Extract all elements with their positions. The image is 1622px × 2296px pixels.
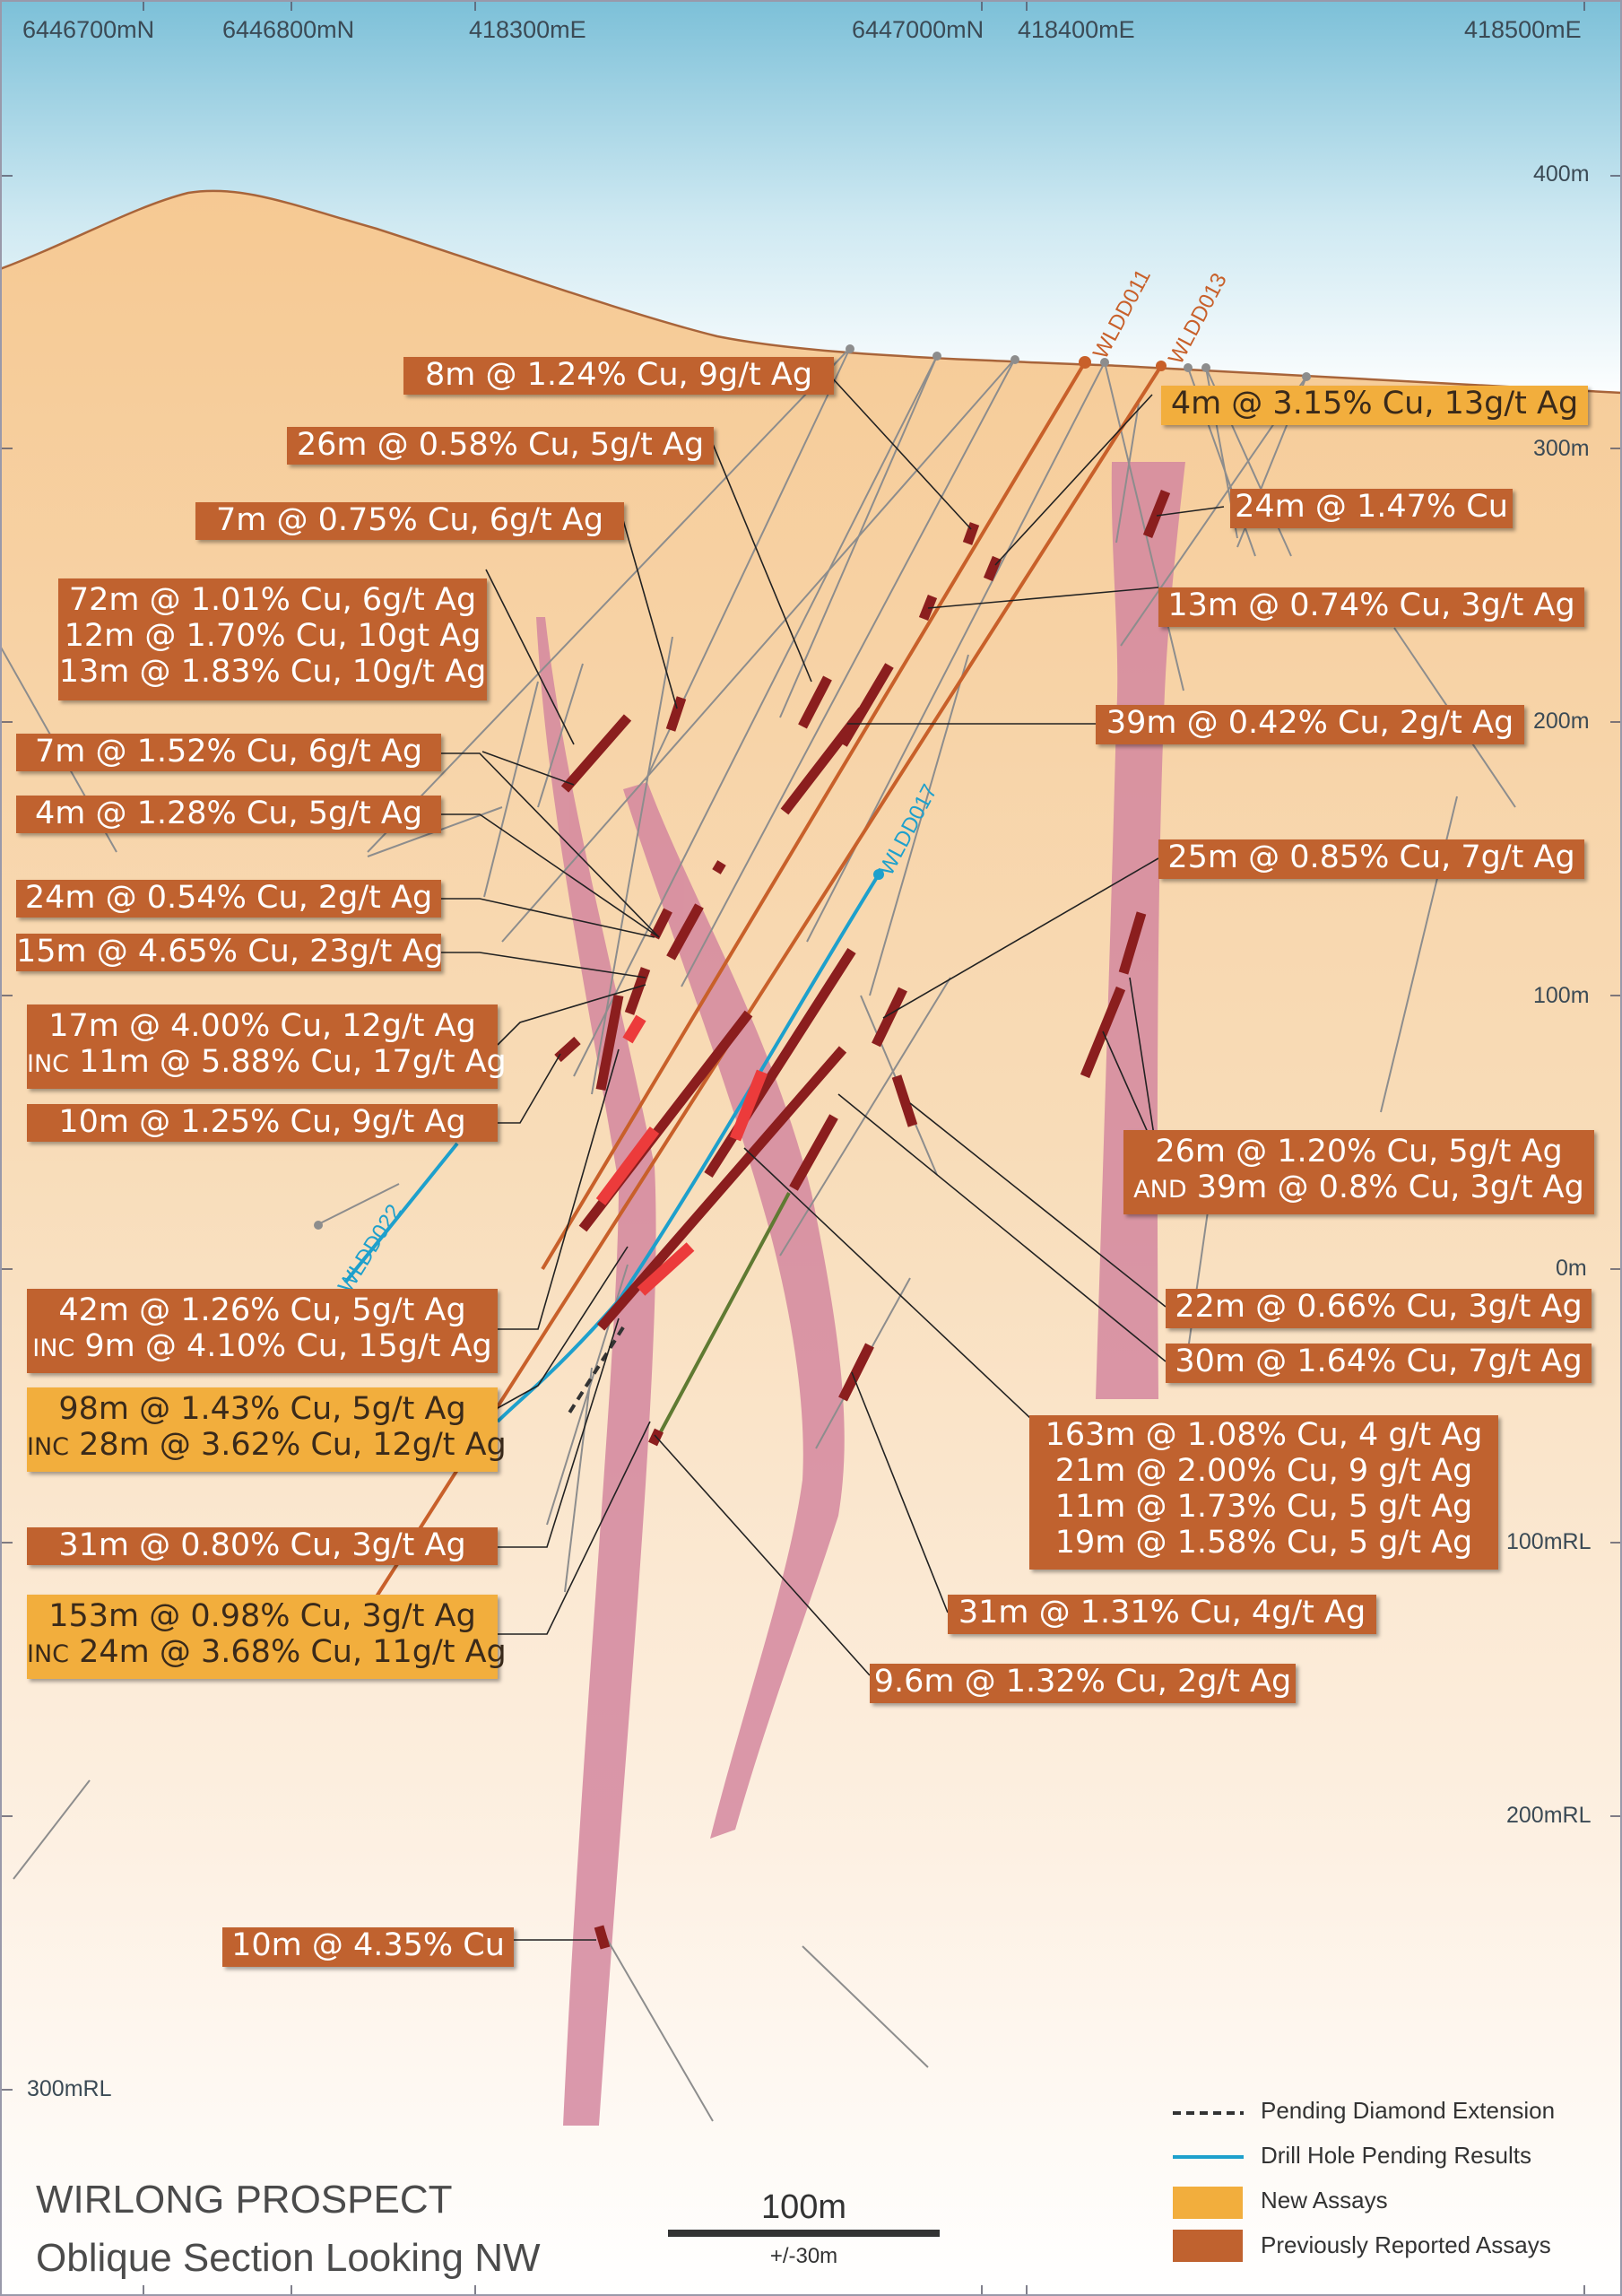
intercepts — [554, 489, 1171, 1950]
assay-line: 42m @ 1.26% Cu, 5g/t Ag — [58, 1292, 466, 1328]
assay-label: 10m @ 1.25% Cu, 9g/t Ag — [27, 1104, 498, 1142]
assay-label: 8m @ 1.24% Cu, 9g/t Ag — [403, 357, 834, 395]
assay-label: 30m @ 1.64% Cu, 7g/t Ag — [1166, 1344, 1592, 1383]
assay-line: INC 28m @ 3.62% Cu, 12g/t Ag — [27, 1427, 507, 1465]
section-subtitle: Oblique Section Looking NW — [36, 2236, 541, 2280]
green-trace — [657, 1192, 791, 1436]
scale-bar-sublabel: +/-30m — [769, 2244, 838, 2268]
inc-prefix: INC — [27, 1050, 70, 1078]
lode-west — [536, 617, 656, 2126]
legend-pending-results: Drill Hole Pending Results — [1261, 2142, 1532, 2169]
assay-label: 31m @ 0.80% Cu, 3g/t Ag — [27, 1527, 498, 1565]
new-assay-label-multi: 153m @ 0.98% Cu, 3g/t Ag INC 24m @ 3.68%… — [27, 1595, 507, 1679]
assay-line: 19m @ 1.58% Cu, 5 g/t Ag — [1054, 1525, 1473, 1561]
assay-label: 31m @ 1.31% Cu, 4g/t Ag — [948, 1595, 1376, 1634]
axis-label-right-4: 100m — [1533, 983, 1590, 1008]
assay-line: 11m @ 1.73% Cu, 5 g/t Ag — [1054, 1489, 1473, 1525]
assay-line: 26m @ 1.20% Cu, 5g/t Ag — [1155, 1134, 1563, 1170]
assay-label: 24m @ 0.54% Cu, 2g/t Ag — [16, 880, 441, 918]
assay-line: 12m @ 1.70% Cu, 10gt Ag — [64, 618, 481, 654]
assay-inc: 28m @ 3.62% Cu, 12g/t Ag — [69, 1427, 507, 1463]
high-grade-intercepts — [595, 1014, 768, 1296]
assay-label-multi: 42m @ 1.26% Cu, 5g/t Ag INC 9m @ 4.10% C… — [27, 1289, 498, 1373]
assay-line: 72m @ 1.01% Cu, 6g/t Ag — [68, 582, 477, 618]
axis-label-top-3: 418300mE — [469, 16, 586, 43]
inc-prefix: INC — [27, 1433, 70, 1461]
assay-inc: 11m @ 5.88% Cu, 17g/t Ag — [69, 1044, 507, 1080]
new-assay-label: 4m @ 3.15% Cu, 13g/t Ag — [1161, 386, 1588, 425]
leader-lines — [439, 374, 1225, 1941]
assay-inc: 24m @ 3.68% Cu, 11g/t Ag — [69, 1634, 507, 1670]
assay-label-multi: 26m @ 1.20% Cu, 5g/t Ag AND 39m @ 0.8% C… — [1123, 1130, 1594, 1214]
assay-label: 25m @ 0.85% Cu, 7g/t Ag — [1158, 839, 1584, 879]
pending-extension — [565, 1326, 625, 1419]
assay-label: 13m @ 0.74% Cu, 3g/t Ag — [1158, 587, 1584, 627]
assay-line: INC 24m @ 3.68% Cu, 11g/t Ag — [27, 1634, 507, 1673]
and-prefix: AND — [1133, 1176, 1187, 1204]
named-drill-holes — [375, 361, 1163, 1598]
assay-label: 22m @ 0.66% Cu, 3g/t Ag — [1166, 1289, 1592, 1328]
axis-label-right-1: 400m — [1533, 161, 1590, 187]
pending-hole-wldd022 — [343, 1142, 459, 1284]
lode-middle — [623, 782, 845, 1839]
assay-line: 13m @ 1.83% Cu, 10g/t Ag — [58, 654, 487, 690]
assay-label: 7m @ 0.75% Cu, 6g/t Ag — [195, 502, 624, 540]
axis-label-right-7: 200mRL — [1506, 1803, 1592, 1828]
legend-new-assays: New Assays — [1261, 2187, 1388, 2213]
assay-and: 39m @ 0.8% Cu, 3g/t Ag — [1186, 1170, 1584, 1205]
axis-label-left-1: 300mRL — [27, 2076, 112, 2101]
axis-label-right-5: 0m — [1556, 1256, 1587, 1281]
assay-label-multi: 163m @ 1.08% Cu, 4 g/t Ag 21m @ 2.00% Cu… — [1029, 1415, 1498, 1570]
topography-line — [0, 189, 1622, 395]
assay-line: AND 39m @ 0.8% Cu, 3g/t Ag — [1123, 1170, 1594, 1208]
inc-prefix: INC — [27, 1640, 70, 1668]
assay-label: 15m @ 4.65% Cu, 23g/t Ag — [16, 934, 444, 971]
axis-label-right-6: 100mRL — [1506, 1529, 1592, 1554]
assay-line: 98m @ 1.43% Cu, 5g/t Ag — [58, 1391, 466, 1427]
assay-label: 39m @ 0.42% Cu, 2g/t Ag — [1096, 705, 1524, 744]
scale-bar-label: 100m — [760, 2188, 847, 2226]
assay-label: 4m @ 1.28% Cu, 5g/t Ag — [16, 796, 441, 833]
assay-line: 21m @ 2.00% Cu, 9 g/t Ag — [1054, 1453, 1473, 1489]
axis-label-top-6: 418500mE — [1464, 16, 1582, 43]
assay-label-multi: 72m @ 1.01% Cu, 6g/t Ag 12m @ 1.70% Cu, … — [58, 578, 487, 700]
collar-wldd011 — [1079, 356, 1091, 369]
collars — [314, 344, 1311, 1230]
assay-line: 17m @ 4.00% Cu, 12g/t Ag — [48, 1008, 476, 1044]
assay-label: 10m @ 4.35% Cu — [222, 1927, 514, 1967]
assay-line: INC 9m @ 4.10% Cu, 15g/t Ag — [27, 1328, 498, 1367]
assay-label: 7m @ 1.52% Cu, 6g/t Ag — [16, 734, 441, 771]
assay-label: 9.6m @ 1.32% Cu, 2g/t Ag — [870, 1664, 1296, 1703]
axis-label-top-4: 6447000mN — [852, 16, 984, 43]
legend-swatches — [1173, 2111, 1244, 2262]
collar-wldd013 — [1156, 361, 1167, 371]
new-assay-label-multi: 98m @ 1.43% Cu, 5g/t Ag INC 28m @ 3.62% … — [27, 1387, 507, 1472]
assay-inc: 9m @ 4.10% Cu, 15g/t Ag — [74, 1328, 492, 1364]
axis-label-top-1: 6446700mN — [22, 16, 155, 43]
axis-label-right-2: 300m — [1533, 436, 1590, 461]
axis-label-top-2: 6446800mN — [222, 16, 355, 43]
axis-label-right-3: 200m — [1533, 709, 1590, 734]
assay-label: 24m @ 1.47% Cu — [1230, 489, 1513, 528]
assay-line: 153m @ 0.98% Cu, 3g/t Ag — [48, 1598, 476, 1634]
inc-prefix: INC — [32, 1335, 75, 1362]
section-title: WIRLONG PROSPECT — [36, 2178, 453, 2222]
assay-label: 26m @ 0.58% Cu, 5g/t Ag — [287, 427, 714, 465]
legend-previous-assays: Previously Reported Assays — [1261, 2231, 1551, 2258]
axis-label-top-5: 418400mE — [1018, 16, 1135, 43]
assay-label-multi: 17m @ 4.00% Cu, 12g/t Ag INC 11m @ 5.88%… — [27, 1004, 507, 1089]
assay-line: INC 11m @ 5.88% Cu, 17g/t Ag — [27, 1044, 507, 1083]
legend-pending-extension: Pending Diamond Extension — [1261, 2097, 1556, 2124]
assay-line: 163m @ 1.08% Cu, 4 g/t Ag — [1045, 1417, 1483, 1453]
